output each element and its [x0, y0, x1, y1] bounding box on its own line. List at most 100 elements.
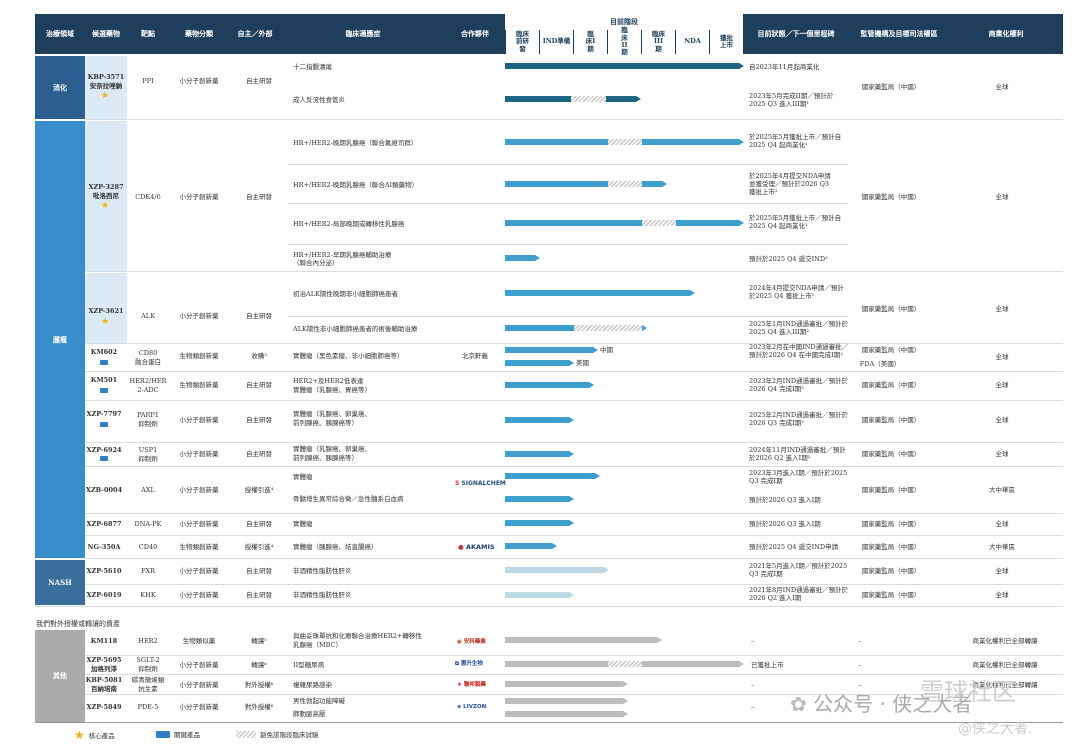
indication-xzp3287-2: HR+/HER2-晚期乳腺癌（聯合AI類藥物）: [293, 181, 419, 189]
dev-km501: 自主研發: [246, 381, 272, 389]
area-oncology: 腫瘤: [35, 121, 85, 558]
arrow-head: [739, 63, 744, 69]
category-xzb0004: 小分子創新藥: [179, 486, 219, 494]
dev-kbp5081: 對外授權⁶: [244, 681, 274, 689]
target-kbp5081-2: 抗生素: [138, 685, 158, 693]
indication-km602: 實體瘤（黑色素瘤、非小細胞肺癌等）: [293, 352, 404, 360]
key-product-icon: [100, 388, 108, 393]
target-xzp3287: CDK4/6: [135, 193, 161, 201]
indication-kbp5081: 複雜尿路感染: [293, 681, 332, 689]
bar-kbp3571-1: [505, 63, 739, 69]
rights-kbp3571: 全球: [995, 83, 1009, 91]
col-category-header: 藥物分類: [185, 28, 213, 38]
target-km118: HER2: [138, 637, 158, 645]
status-xzp6877: 預計於2026 Q3 進入I期: [749, 520, 821, 528]
key-product-icon: [100, 422, 108, 427]
drug-xzp3621-code: XZP-3621: [88, 307, 124, 315]
indication-xzp3287-1: HR+/HER2-晚期乳腺癌（聯合氟維司群）: [293, 139, 418, 147]
status-kbp5081: –: [751, 681, 755, 689]
status-km118: –: [751, 637, 755, 645]
regulator-km602-2: FDA（美國）: [859, 360, 901, 368]
area-digestive: 消化: [35, 56, 85, 119]
drug-kbp5081-name: 百納培南: [91, 685, 117, 693]
status-kbp3571-2: 2023年5月完成II期／預計於2025 Q3 進入III期¹: [749, 92, 834, 109]
stage-phase1-header: 臨床I期: [573, 30, 607, 54]
drug-kbp3571-code: KBP-3571: [87, 73, 125, 81]
regulator-xzp6924: 國家藥監局（中國）: [861, 450, 921, 458]
col-regulator-header: 監管機構及目標司法權區: [860, 28, 938, 38]
indication-xzp5610: 非酒精性脂肪性肝炎: [293, 567, 352, 575]
regulator-ng350a: 國家藥監局（中國）: [861, 543, 921, 551]
drug-ng350a-code: NG-350A: [87, 543, 121, 551]
drug-xzp5610-code: XZP-5610: [86, 567, 122, 575]
indication-ng350a: 實體瘤（胰腺癌、結直腸癌）: [293, 543, 378, 551]
indication-xzp3287-3: HR+/HER2-局部晚期或轉移性乳腺癌: [293, 220, 405, 228]
stage-preclinical-header: 臨床前研發: [505, 30, 539, 54]
indication-xzp6924-2: 前列腺癌、胰腺癌等）: [293, 454, 358, 462]
status-xzp3621-2: 2025年1月IND通過審批／預計於2025 Q4 進入III期²: [749, 320, 849, 337]
target-xzp3621: ALK: [141, 312, 155, 320]
target-km602-2: 融合蛋白: [135, 358, 161, 366]
dev-km118: 轉讓⁵: [251, 637, 267, 645]
key-product-icon: [100, 360, 108, 365]
indication-xzp5849-2: 肺動脈高壓: [293, 710, 326, 718]
indication-kbp3571-1: 十二指腸潰瘍: [293, 63, 332, 71]
dev-xzp6019: 自主研發: [246, 591, 272, 599]
drug-xzp3287-code: XZP-3287: [88, 183, 124, 191]
indication-km501-1: HER2+及HER2低表達: [293, 377, 364, 385]
drug-xzp6877-code: XZP-6877: [86, 520, 122, 528]
dev-xzp5695: 轉讓⁶: [251, 661, 267, 669]
rights-xzp3287: 全球: [995, 193, 1009, 201]
category-xzp3621: 小分子創新藥: [179, 312, 219, 320]
target-xzp6924-1: USP1: [138, 446, 158, 454]
status-xzb0004-1: 2023年3月進入I期／預計於2025 Q3 完成I期: [749, 469, 848, 486]
category-kbp5081: 小分子創新藥: [179, 681, 219, 689]
indication-km501-2: 實體瘤（乳腺癌、胃癌等）: [293, 386, 371, 394]
category-km118: 生物類似藥: [182, 637, 216, 645]
drug-km501-code: KM501: [90, 376, 118, 384]
table-header: 治療領域 候選藥物 靶點 藥物分類 自主／外部 臨床適應症 合作夥伴 目前階段 …: [35, 14, 1063, 56]
drug-xzp5849-code: XZP-5849: [86, 703, 122, 711]
col-dev-header: 自主／外部: [237, 28, 273, 38]
target-ng350a: CD40: [138, 543, 158, 551]
dev-xzp3621: 自主研發: [246, 312, 272, 320]
drug-xzp3287-name: 吡洛西尼: [93, 192, 119, 200]
status-xzb0004-2: 預計於2026 Q3 進入I期: [749, 496, 821, 504]
target-xzp7797-1: PARP1: [137, 411, 159, 419]
rights-km501: 全球: [995, 381, 1009, 389]
dev-xzp5610: 自主研發: [246, 567, 272, 575]
bar-kbp3571-2b: [606, 96, 636, 102]
core-star-icon: ★: [101, 91, 110, 101]
indication-xzp3621-2: ALK陽性非小細胞肺癌患者的術後輔助治療: [293, 325, 418, 333]
category-xzp5849: 小分子創新藥: [179, 703, 219, 711]
partner-logo-akamis: ● AKAMIS: [458, 543, 495, 551]
indication-xzp3287-4: HR+/HER2-早期乳腺癌輔助治療（聯合內分泌）: [293, 251, 392, 268]
regulator-xzp6019: 國家藥監局（中國）: [861, 591, 921, 599]
category-xzp3287: 小分子創新藥: [179, 193, 219, 201]
category-km501: 生物類創新藥: [179, 381, 219, 389]
target-km501-1: HER2/HER: [129, 377, 167, 385]
col-indication-header: 臨床適應症: [345, 28, 381, 38]
wechat-watermark: ✿ 公众号 · 侠之大者: [790, 692, 973, 716]
rights-ng350a: 大中華區: [989, 543, 1015, 551]
regulator-kbp5081: –: [858, 681, 862, 689]
col-rights-header: 商業化權利: [988, 28, 1024, 38]
regulator-xzp3621: 國家藥監局（中國）: [861, 305, 921, 313]
target-xzp7797-2: 抑制劑: [138, 420, 158, 428]
partner-logo-signalchem: S SIGNALCHEM: [455, 480, 506, 487]
partner-logo-lianbang: ★ 聯邦製藥: [457, 682, 486, 688]
category-xzp5610: 小分子創新藥: [179, 567, 219, 575]
dev-xzp6924: 自主研發: [246, 450, 272, 458]
col-area-header: 治療領域: [46, 28, 74, 38]
core-star-icon: ★: [101, 201, 110, 211]
rights-xzp7797: 全球: [995, 416, 1009, 424]
status-xzp6019: 2021年8月IND通過審批／預計於2026 Q2 進入I期: [749, 586, 849, 603]
drug-xzp5695-code: XZP-5695: [86, 656, 122, 664]
status-xzp3287-3: 於2025年5月獲批上市／預計自2025 Q4 起商業化¹: [749, 214, 842, 231]
category-ng350a: 生物類創新藥: [179, 543, 219, 551]
rights-kbp5081: 商業化權利已全部轉讓: [972, 681, 1038, 689]
dev-kbp3571: 自主研發: [246, 77, 272, 85]
stage-phase3-header: 臨床III期: [641, 30, 675, 54]
category-km602: 生物類創新藥: [179, 352, 219, 360]
stage-group-header: 目前階段: [505, 14, 743, 30]
